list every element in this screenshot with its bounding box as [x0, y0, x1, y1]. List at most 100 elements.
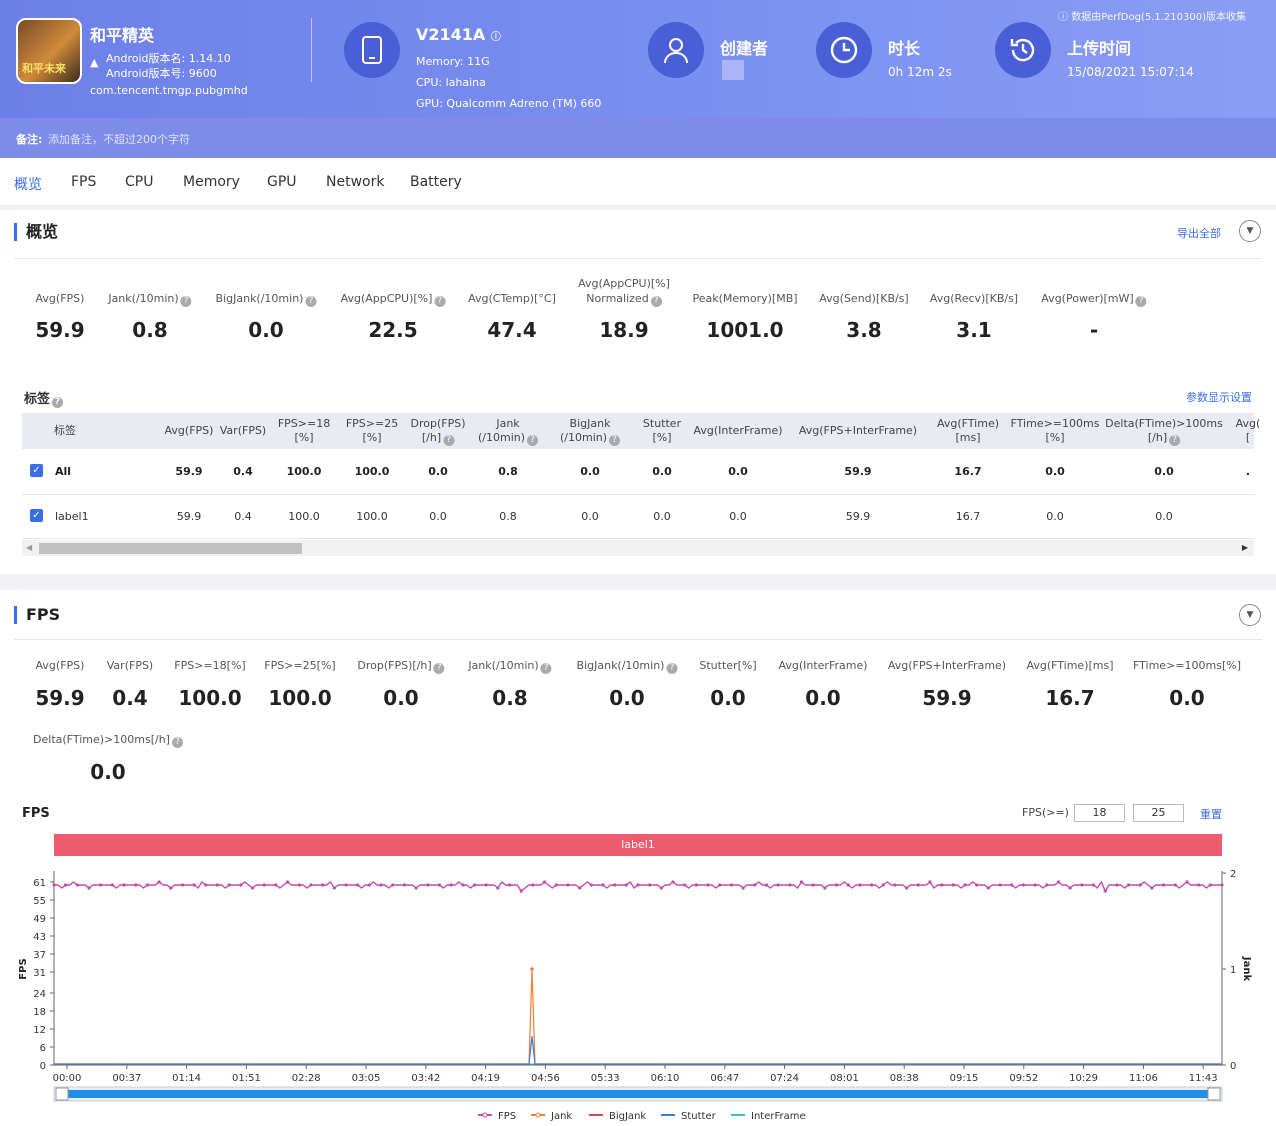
fps-point	[554, 883, 558, 887]
help-icon[interactable]: ?	[433, 663, 445, 674]
range-slider-handle[interactable]	[1207, 1087, 1221, 1101]
table-header-cell[interactable]: FPS>=25 [%]	[345, 417, 399, 444]
collapse-overview-button[interactable]: ▼	[1239, 220, 1261, 242]
tab-battery[interactable]: Battery	[410, 174, 462, 190]
scroll-left-icon[interactable]: ◀	[26, 543, 33, 552]
table-header-cell[interactable]: 标签	[54, 424, 76, 437]
label-band[interactable]: label1	[54, 834, 1222, 856]
y-tick-label: 61	[33, 878, 46, 889]
fps-point	[180, 883, 185, 887]
metric-value: 16.7	[1045, 686, 1095, 710]
legend-item[interactable]: Stutter	[681, 1111, 717, 1122]
help-icon[interactable]: ?	[434, 296, 446, 307]
x-tick-label: 09:52	[1009, 1073, 1038, 1084]
tab-memory[interactable]: Memory	[183, 174, 240, 190]
metric-value: 100.0	[178, 686, 242, 710]
fps-point	[613, 883, 617, 887]
help-icon[interactable]: ?	[1135, 296, 1147, 307]
tab-overview[interactable]: 概览	[14, 177, 42, 193]
metric-value: 59.9	[922, 686, 972, 710]
info-icon[interactable]: ⓘ	[490, 32, 501, 43]
reset-link[interactable]: 重置	[1200, 808, 1222, 821]
fps-point	[741, 886, 745, 890]
table-header-cell[interactable]: Var(FPS)	[219, 424, 267, 437]
table-header-cell[interactable]: Avg(FPS)	[164, 424, 214, 437]
metric-label: BigJank(/10min)?	[216, 291, 317, 307]
help-icon[interactable]: ?	[171, 737, 183, 748]
y-tick-label: 37	[33, 950, 46, 961]
table-cell: 100.0	[354, 465, 390, 478]
tab-cpu[interactable]: CPU	[125, 174, 154, 190]
y-tick-label: 24	[33, 989, 46, 1000]
help-icon[interactable]: ?	[443, 435, 455, 446]
fps-point	[356, 883, 360, 887]
table-header-cell[interactable]: Avg([	[1235, 417, 1261, 444]
fps-point	[192, 883, 196, 887]
table-cell: 0.0	[652, 465, 672, 478]
x-tick-label: 04:19	[471, 1073, 500, 1084]
range-slider-fill[interactable]	[62, 1090, 1214, 1098]
version-name: Android版本名: 1.14.10	[106, 52, 231, 65]
help-icon[interactable]: ?	[180, 296, 192, 307]
fps-point	[1056, 880, 1061, 884]
help-icon[interactable]: ?	[540, 663, 552, 674]
tab-bar: 概览 FPS CPU Memory GPU Network Battery	[0, 158, 1276, 206]
upload-value: 15/08/2021 15:07:14	[1067, 65, 1194, 79]
collapse-fps-button[interactable]: ▼	[1239, 604, 1261, 626]
table-header-cell[interactable]: Jank (/10min)?	[478, 417, 539, 446]
table-header-cell[interactable]: Drop(FPS) [/h]?	[410, 417, 466, 446]
table-header-cell[interactable]: Avg(FPS+InterFrame)	[798, 424, 918, 437]
scroll-right-icon[interactable]: ▶	[1241, 543, 1248, 552]
metric-label: Drop(FPS)[/h]?	[357, 659, 445, 674]
fps-point	[1010, 883, 1014, 887]
range-slider-handle[interactable]	[55, 1087, 69, 1101]
fps-point	[905, 886, 909, 890]
table-header-cell[interactable]: Delta(FTime)>100ms [/h]?	[1105, 417, 1223, 446]
x-tick-label: 05:33	[591, 1073, 620, 1084]
note-input[interactable]: 添加备注，不超过200个字符	[48, 133, 190, 146]
row-checkbox[interactable]: ✓	[30, 464, 43, 477]
scrollbar-thumb[interactable]	[39, 543, 302, 554]
help-icon[interactable]: ?	[1169, 435, 1181, 446]
legend-item[interactable]: BigJank	[609, 1111, 646, 1122]
fps-point	[297, 883, 301, 887]
table-header-cell[interactable]: Avg(FTime) [ms]	[936, 417, 1000, 444]
table-header-cell[interactable]: BigJank (/10min)?	[560, 417, 621, 446]
metric-value: 0.8	[492, 686, 528, 710]
export-all-link[interactable]: 导出全部	[1177, 227, 1221, 240]
table-header-cell[interactable]: Avg(InterFrame)	[693, 424, 783, 437]
help-icon[interactable]: ?	[666, 663, 678, 674]
table-header-cell[interactable]: FPS>=18 [%]	[277, 417, 331, 444]
help-icon[interactable]: ?	[650, 296, 662, 307]
fps-point	[1021, 883, 1026, 887]
table-header-cell[interactable]: FTime>=100ms [%]	[1010, 417, 1100, 444]
fps-point	[87, 886, 91, 890]
device-model: V2141A ⓘ	[416, 25, 501, 44]
fps-point	[1080, 883, 1084, 887]
horizontal-scrollbar[interactable]: ◀ ▶	[22, 540, 1254, 556]
tab-network[interactable]: Network	[326, 174, 385, 190]
param-settings-link[interactable]: 参数显示设置	[1186, 391, 1252, 404]
y-tick-label: 18	[33, 1007, 46, 1018]
help-icon[interactable]: ?	[609, 435, 621, 446]
legend-item[interactable]: InterFrame	[751, 1111, 806, 1122]
tab-gpu[interactable]: GPU	[267, 174, 297, 190]
metric-label: Jank(/10min)?	[108, 291, 192, 307]
tab-fps[interactable]: FPS	[71, 174, 97, 190]
help-icon[interactable]: ?	[52, 397, 64, 408]
table-header-cell[interactable]: Stutter [%]	[642, 417, 682, 444]
creator-avatar-blur	[722, 60, 744, 80]
help-icon[interactable]: ?	[305, 296, 317, 307]
fps-point	[391, 883, 395, 887]
fps-point	[542, 880, 547, 884]
threshold-input-2[interactable]: 25	[1133, 804, 1184, 822]
phone-icon	[344, 22, 400, 78]
row-checkbox[interactable]: ✓	[30, 509, 43, 522]
help-icon[interactable]: ?	[527, 435, 539, 446]
fps-point	[169, 886, 173, 890]
metric-label: Avg(FPS)	[35, 292, 85, 305]
legend-item[interactable]: FPS	[498, 1111, 516, 1122]
table-cell: 0.0	[428, 465, 448, 478]
legend-item[interactable]: Jank	[550, 1111, 572, 1122]
threshold-input-1[interactable]: 18	[1074, 804, 1125, 822]
